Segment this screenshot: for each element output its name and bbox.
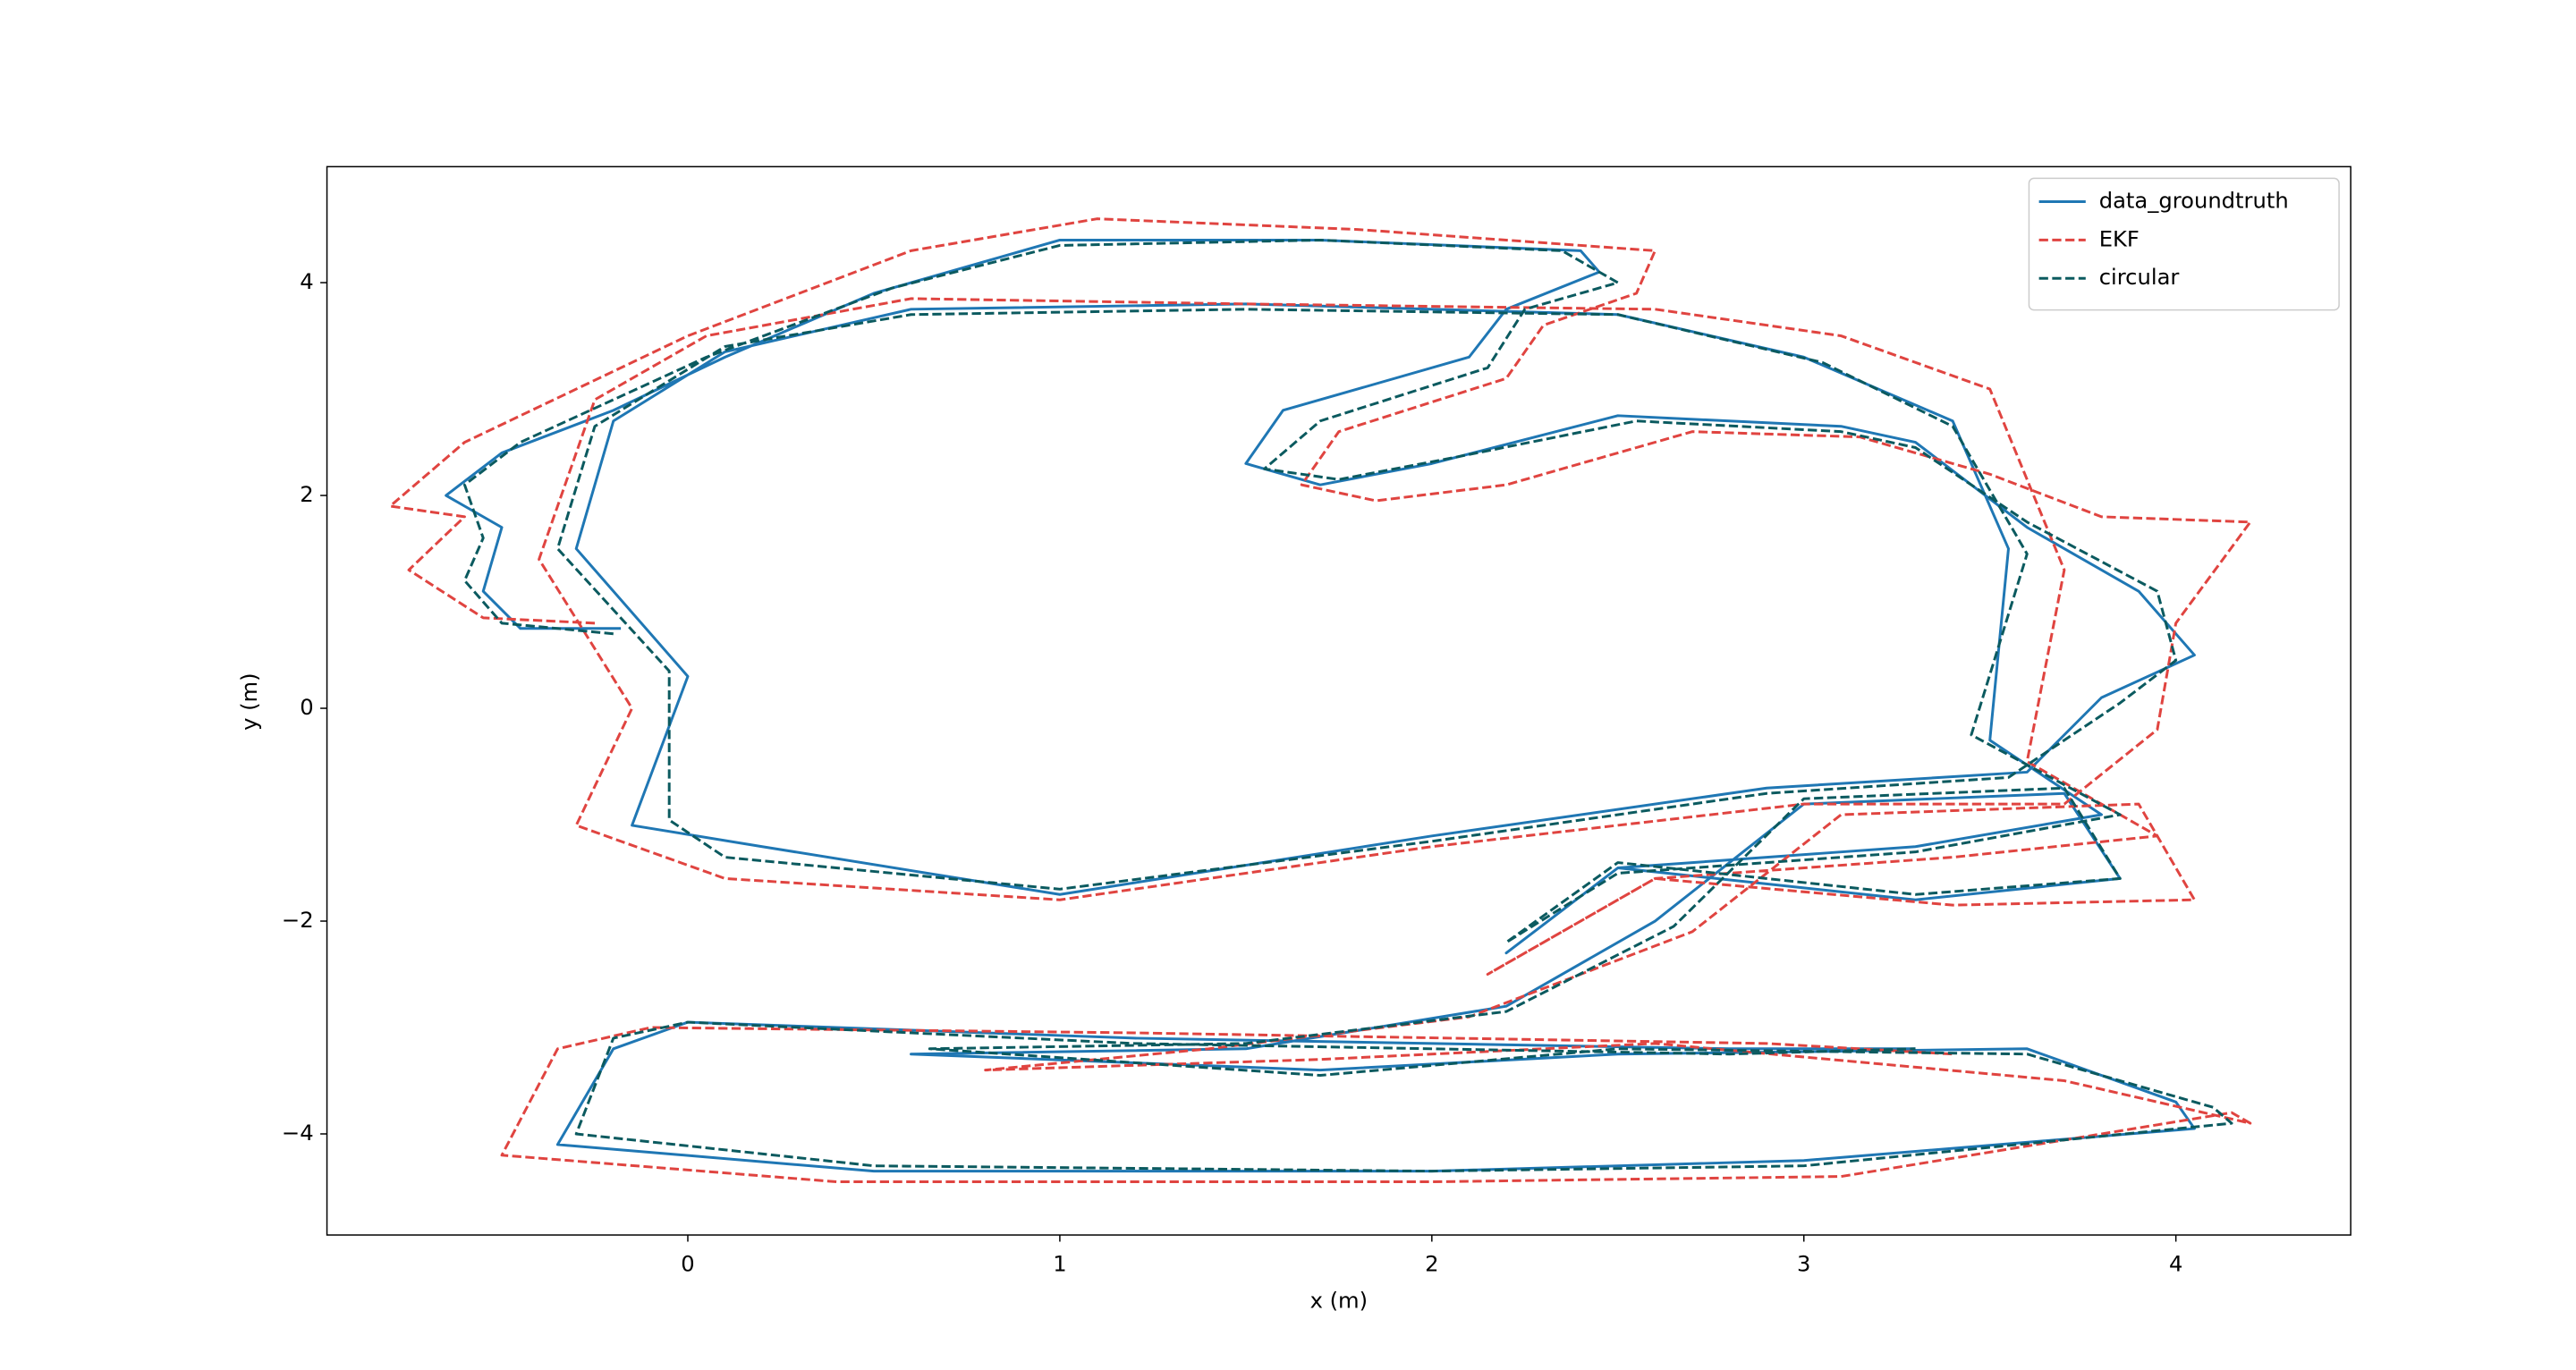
y-tick-label: 0: [300, 695, 313, 720]
legend-label: EKF: [2099, 226, 2140, 251]
y-axis-label: y (m): [237, 672, 262, 731]
x-axis-label: x (m): [1310, 1289, 1368, 1314]
y-tick-label: 4: [300, 269, 313, 294]
plot-frame: [326, 165, 2351, 1236]
legend-label: circular: [2099, 265, 2180, 290]
y-tick-label: −4: [282, 1121, 314, 1146]
legend-box: [2028, 177, 2340, 311]
legend-label: data_groundtruth: [2099, 189, 2289, 214]
x-tick-label: 2: [1425, 1252, 1438, 1277]
trajectory-line: [462, 238, 2233, 1173]
y-tick-label: 2: [300, 482, 313, 507]
x-tick-label: 1: [1053, 1252, 1066, 1277]
x-tick-label: 0: [681, 1252, 694, 1277]
x-tick-label: 4: [2169, 1252, 2182, 1277]
y-tick-label: −2: [282, 908, 314, 933]
x-tick-label: 3: [1797, 1252, 1810, 1277]
trajectory-line: [388, 217, 2252, 1184]
